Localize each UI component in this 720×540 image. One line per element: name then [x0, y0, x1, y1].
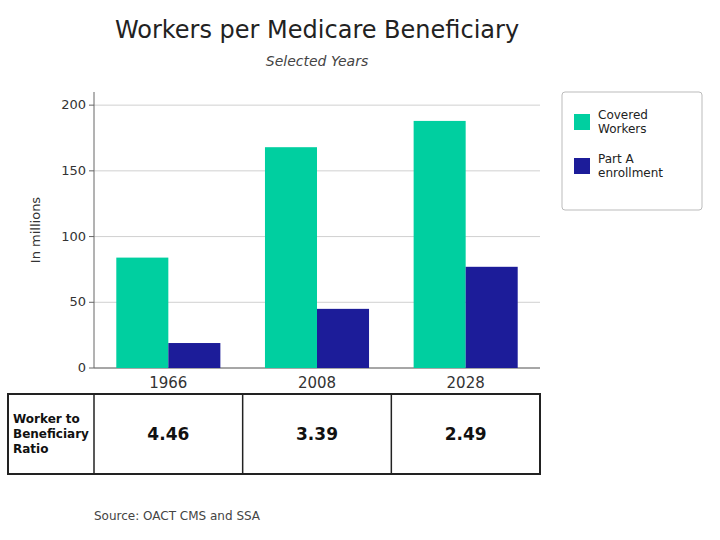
legend-frame: [562, 92, 702, 210]
bar: [265, 147, 317, 368]
table-divider: [242, 394, 244, 474]
tick-label: 100: [61, 229, 86, 244]
bars: [116, 121, 517, 368]
source: Source: OACT CMS and SSA: [94, 509, 261, 523]
chart-container: Workers per Medicare Beneficiary Selected…: [0, 0, 720, 540]
table-row-label: Worker toBeneficiaryRatio: [13, 412, 89, 456]
tick-mark: [89, 170, 94, 171]
text-line: Workers: [598, 122, 647, 136]
text-line: Covered: [598, 108, 648, 122]
text-line: Beneficiary: [13, 427, 89, 441]
text-line: Part A: [598, 152, 635, 166]
bar: [168, 343, 220, 368]
tick-label: 1966: [149, 374, 187, 392]
tick-label: 2028: [447, 374, 485, 392]
tick-label: 50: [69, 294, 86, 309]
text-line: Worker to: [13, 412, 80, 426]
legend-label: CoveredWorkers: [598, 108, 648, 136]
bar: [466, 267, 518, 368]
text-line: enrollment: [598, 166, 663, 180]
title: Workers per Medicare Beneficiary: [115, 16, 519, 44]
legend-label: Part Aenrollment: [598, 152, 663, 180]
tick-label: 150: [61, 163, 86, 178]
tick-label: 200: [61, 97, 86, 112]
bar: [414, 121, 466, 368]
table-value: 3.39: [296, 424, 338, 444]
y-axis-label: In millions: [28, 197, 43, 264]
text-line: Ratio: [13, 442, 48, 456]
legend: CoveredWorkers Part Aenrollment: [562, 92, 702, 210]
grid-line: [94, 105, 540, 106]
legend-swatch: [574, 158, 590, 174]
y-axis: 0 50 100 150 200: [61, 92, 540, 375]
subtitle: Selected Years: [266, 53, 368, 69]
tick-mark: [89, 302, 94, 303]
bar: [116, 258, 168, 368]
legend-swatch: [574, 114, 590, 130]
ratio-table: Worker toBeneficiaryRatio 4.46 3.39 2.49: [8, 394, 540, 474]
bar: [317, 309, 369, 368]
tick-mark: [89, 236, 94, 237]
table-border: [8, 394, 540, 474]
chart-svg: Workers per Medicare Beneficiary Selected…: [0, 0, 720, 540]
tick-mark: [89, 105, 94, 106]
table-divider: [93, 394, 95, 474]
tick-label: 0: [78, 360, 86, 375]
table-value: 4.46: [147, 424, 189, 444]
axis-line: [94, 92, 95, 368]
table-value: 2.49: [445, 424, 487, 444]
tick-label: 2008: [298, 374, 336, 392]
table-divider: [391, 394, 393, 474]
tick-mark: [89, 368, 94, 369]
